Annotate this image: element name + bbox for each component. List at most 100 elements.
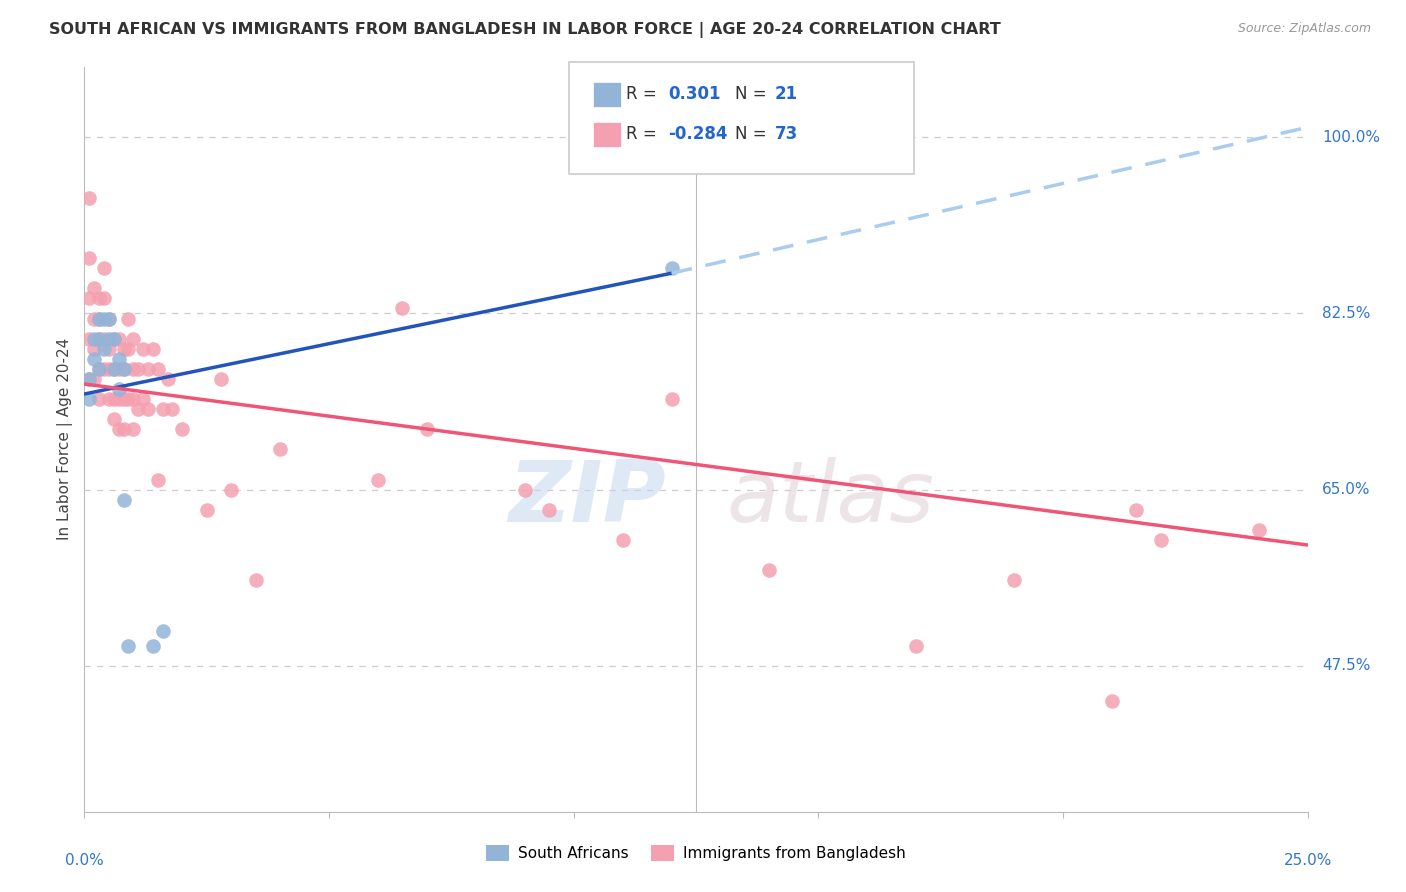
Point [122,392,145,406]
Point [513,483,536,497]
Point [132,392,155,406]
Point [142,342,165,356]
Point [758,563,780,577]
Point [112,342,135,356]
Point [172,422,194,436]
Point [97,342,120,356]
Point [219,483,242,497]
Point [1247,523,1270,537]
Point [77,392,100,406]
Point [117,639,139,653]
Point [122,362,145,376]
Point [195,502,218,516]
Point [83,311,105,326]
Point [77,251,100,265]
Point [107,392,129,406]
Text: atlas: atlas [727,458,935,541]
Point [103,332,125,346]
Point [416,422,439,436]
Text: ZIP: ZIP [508,458,665,541]
Point [93,342,115,356]
Point [146,362,169,376]
Point [77,292,100,306]
Text: N =: N = [735,125,772,143]
Text: 0.0%: 0.0% [65,853,104,868]
Point [245,573,267,587]
Point [93,332,115,346]
Point [905,639,928,653]
Text: SOUTH AFRICAN VS IMMIGRANTS FROM BANGLADESH IN LABOR FORCE | AGE 20-24 CORRELATI: SOUTH AFRICAN VS IMMIGRANTS FROM BANGLAD… [49,22,1001,38]
Point [103,362,125,376]
Text: -0.284: -0.284 [668,125,727,143]
Point [112,392,135,406]
Point [107,382,129,396]
Point [87,392,110,406]
Point [127,362,149,376]
Point [122,422,145,436]
Point [93,261,115,276]
Point [97,332,120,346]
Point [112,362,135,376]
Point [83,372,105,386]
Point [1101,694,1123,708]
Text: 100.0%: 100.0% [1322,130,1381,145]
Point [142,639,165,653]
Point [87,311,110,326]
Point [661,392,683,406]
Point [661,261,683,276]
Text: 73: 73 [775,125,799,143]
Point [146,473,169,487]
Point [538,502,561,516]
Point [97,311,120,326]
Point [77,191,100,205]
Text: R =: R = [626,85,662,103]
Point [93,292,115,306]
Point [152,624,174,638]
Text: 65.0%: 65.0% [1322,483,1371,497]
Point [87,332,110,346]
Point [136,362,159,376]
Point [612,533,634,547]
Point [117,342,139,356]
Text: 47.5%: 47.5% [1322,658,1371,673]
Point [117,392,139,406]
Point [152,402,174,417]
Point [97,392,120,406]
Point [93,311,115,326]
Point [132,342,155,356]
Point [107,351,129,366]
Point [87,362,110,376]
Point [107,362,129,376]
Point [77,372,100,386]
Text: 25.0%: 25.0% [1284,853,1331,868]
Point [103,332,125,346]
Point [391,301,413,316]
Text: R =: R = [626,125,662,143]
Point [112,422,135,436]
Point [136,402,159,417]
Point [112,362,135,376]
Point [77,332,100,346]
Point [112,492,135,507]
Point [83,332,105,346]
Point [103,412,125,426]
Point [87,292,110,306]
Point [209,372,232,386]
Point [127,402,149,417]
Point [93,362,115,376]
Point [83,281,105,295]
Point [269,442,291,457]
Point [156,372,179,386]
Legend: South Africans, Immigrants from Bangladesh: South Africans, Immigrants from Banglade… [479,838,912,867]
Point [87,311,110,326]
Point [103,362,125,376]
Text: N =: N = [735,85,772,103]
Point [162,402,184,417]
Point [83,342,105,356]
Point [97,311,120,326]
Text: 82.5%: 82.5% [1322,306,1371,321]
Point [107,332,129,346]
Point [107,422,129,436]
Text: 21: 21 [775,85,797,103]
Text: 0.301: 0.301 [668,85,720,103]
